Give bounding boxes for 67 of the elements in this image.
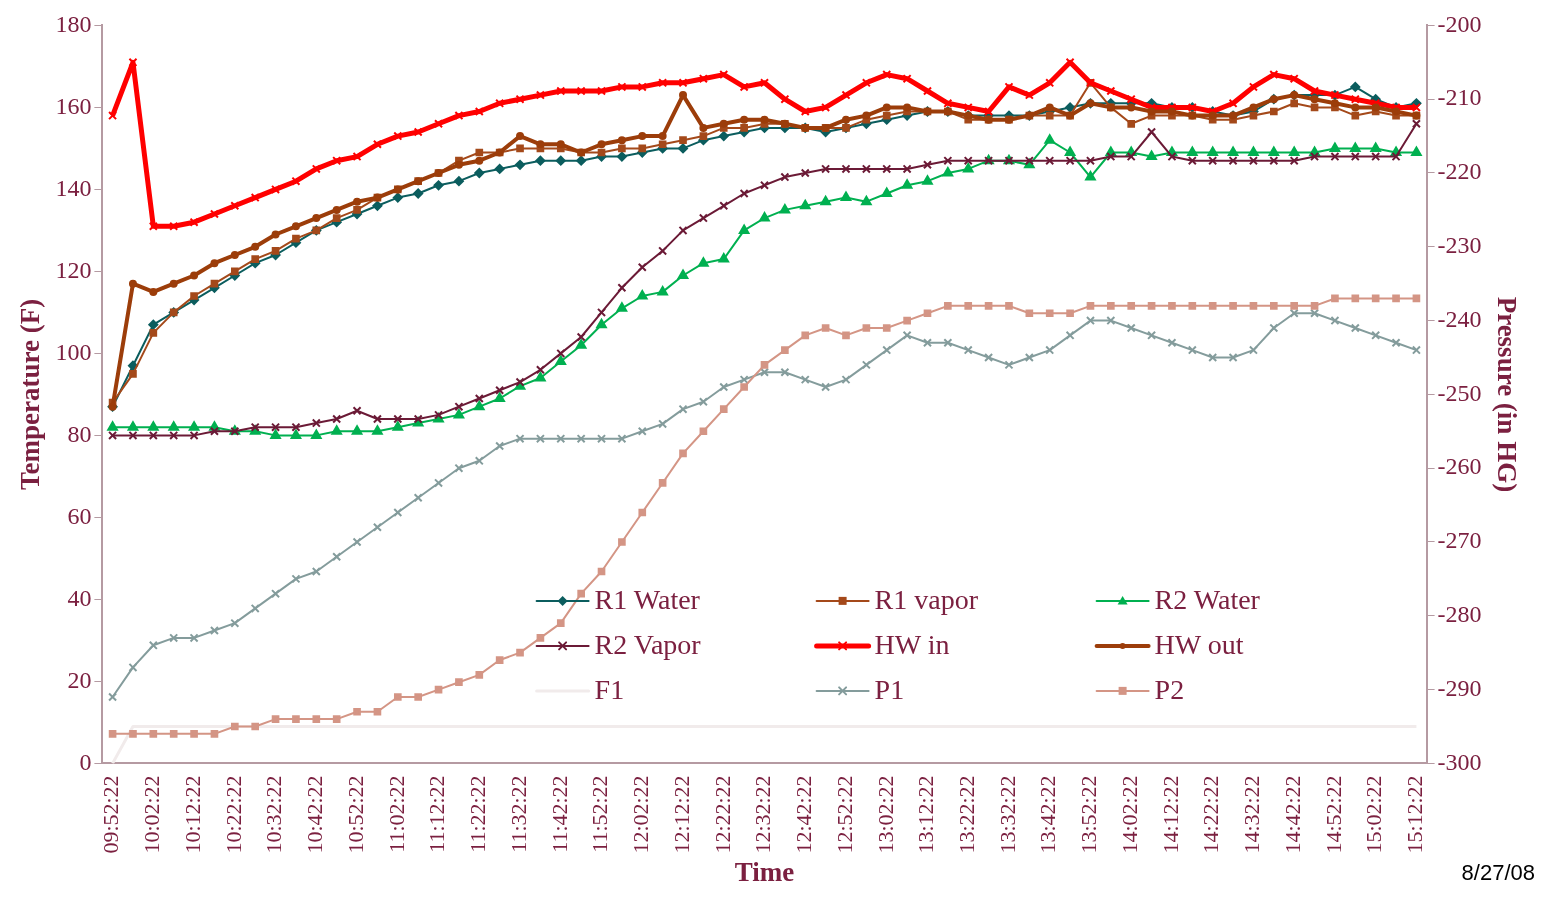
x-tick-label: 11:32:22 (505, 775, 531, 853)
x-tick-label: 10:22:22 (220, 775, 246, 854)
x-tick-label: 11:52:22 (587, 775, 613, 853)
legend-label: R1 Water (594, 584, 701, 616)
y-tick-label: 80 (67, 420, 92, 447)
x-tick-label: 11:02:22 (383, 775, 409, 853)
x-tick-label: 14:42:22 (1279, 775, 1305, 854)
y-axis-title: Temperature (F) (15, 298, 46, 490)
legend-label: HW out (1154, 629, 1244, 661)
x-tick-label: 14:32:22 (1239, 775, 1265, 854)
y-tick-label: 20 (67, 666, 92, 693)
y-tick-label: 100 (55, 338, 92, 365)
y-tick-label: 40 (67, 584, 92, 611)
legend-label: R1 vapor (874, 584, 979, 616)
legend-label: F1 (594, 674, 625, 706)
x-tick-label: 10:52:22 (342, 775, 368, 854)
x-tick-label: 11:12:22 (424, 775, 450, 853)
y2-tick-label: -200 (1437, 10, 1482, 37)
legend-label: R2 Vapor (594, 629, 702, 661)
x-tick-label: 12:32:22 (750, 775, 776, 854)
x-tick-label: 10:12:22 (179, 775, 205, 854)
y2-tick-label: -270 (1437, 527, 1482, 554)
x-tick-label: 15:12:22 (1402, 775, 1428, 854)
text: 8/27/08 (1461, 860, 1535, 886)
x-tick-label: 13:32:22 (994, 775, 1020, 854)
y-tick-label: 120 (55, 256, 92, 283)
x-tick-label: 13:42:22 (1035, 775, 1061, 854)
y-tick-label: 0 (79, 748, 92, 775)
x-tick-label: 12:22:22 (709, 775, 735, 854)
x-tick-label: 14:22:22 (1198, 775, 1224, 854)
legend-label: R2 Water (1154, 584, 1261, 616)
y2-tick-label: -250 (1437, 379, 1482, 406)
x-tick-label: 10:02:22 (139, 775, 165, 854)
x-tick-label: 12:12:22 (668, 775, 694, 854)
x-tick-label: 13:22:22 (954, 775, 980, 854)
y-tick-label: 180 (55, 10, 92, 37)
legend-label: HW in (874, 629, 950, 661)
x-tick-label: 12:02:22 (628, 775, 654, 854)
x-tick-label: 14:12:22 (1157, 775, 1183, 854)
y2-tick-label: -290 (1437, 674, 1482, 701)
y-tick-label: 60 (67, 502, 92, 529)
y2-tick-label: -280 (1437, 601, 1482, 628)
y2-tick-label: -260 (1437, 453, 1482, 480)
x-tick-label: 14:52:22 (1320, 775, 1346, 854)
y2-tick-label: -230 (1437, 232, 1482, 259)
y2-axis-title: Pressure (in HG) (1491, 296, 1522, 493)
x-tick-label: 13:02:22 (872, 775, 898, 854)
y2-tick-label: -220 (1437, 158, 1482, 185)
x-tick-label: 10:42:22 (302, 775, 328, 854)
y2-tick-label: -240 (1437, 305, 1482, 332)
x-tick-label: 11:22:22 (465, 775, 491, 853)
x-tick-label: 11:42:22 (546, 775, 572, 853)
y2-tick-label: -210 (1437, 84, 1482, 111)
x-tick-label: 13:12:22 (913, 775, 939, 854)
legend-label: P2 (1154, 674, 1185, 706)
legend-label: P1 (874, 674, 905, 706)
y-tick-label: 140 (55, 174, 92, 201)
y2-tick-label: -300 (1437, 748, 1482, 775)
x-tick-label: 09:52:22 (98, 775, 124, 854)
x-tick-label: 12:52:22 (831, 775, 857, 854)
x-tick-label: 10:32:22 (261, 775, 287, 854)
x-axis-title: Time (734, 856, 795, 887)
y-tick-label: 160 (55, 92, 92, 119)
x-tick-label: 13:52:22 (1076, 775, 1102, 854)
x-tick-label: 14:02:22 (1116, 775, 1142, 854)
x-tick-label: 15:02:22 (1361, 775, 1387, 854)
x-tick-label: 12:42:22 (791, 775, 817, 854)
